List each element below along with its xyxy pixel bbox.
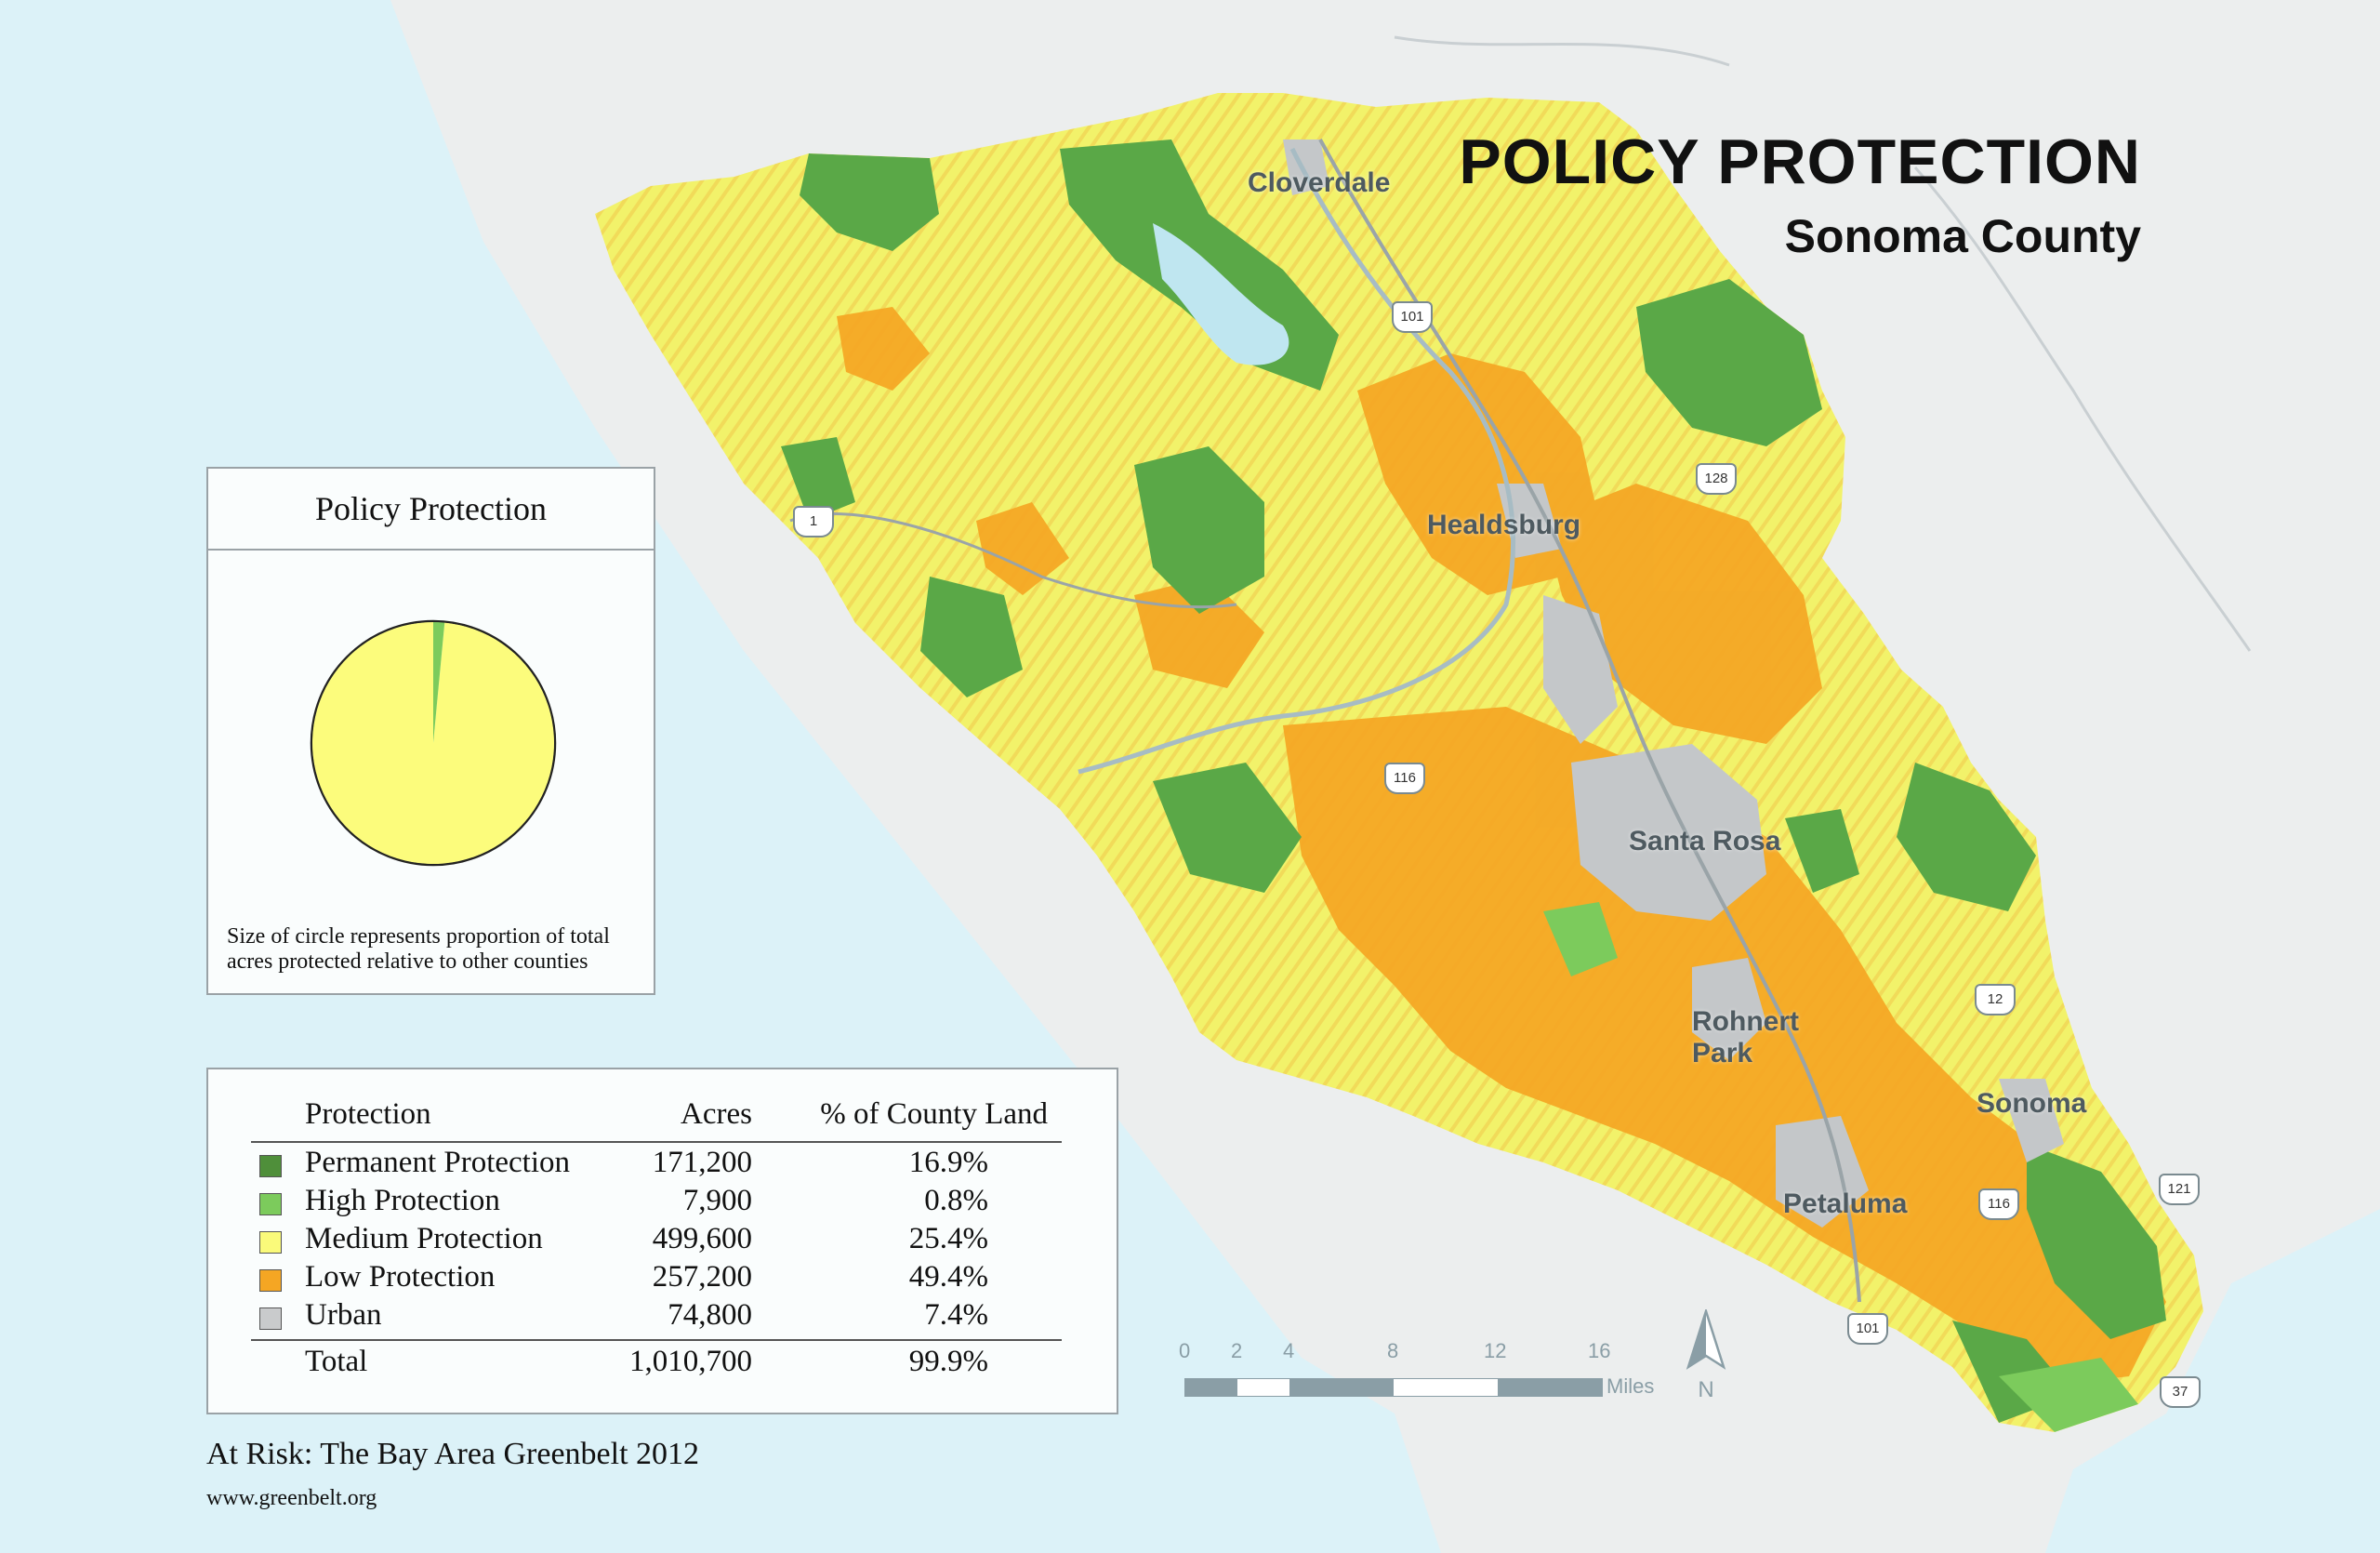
legend-total-acres: 1,010,700 (629, 1345, 752, 1378)
legend-row-acres: 74,800 (668, 1298, 752, 1332)
map-subtitle: Sonoma County (1784, 210, 2141, 262)
city-label-petaluma: Petaluma (1783, 1188, 1908, 1219)
legend-total-pct: 99.9% (908, 1345, 988, 1378)
legend-row-urban: Urban 74,800 7.4% (208, 1298, 1117, 1335)
city-label-cloverdale: Cloverdale (1248, 167, 1391, 198)
legend-header-rule (251, 1141, 1062, 1143)
legend-row-high: High Protection 7,900 0.8% (208, 1184, 1117, 1221)
pie-outline (310, 619, 557, 867)
legend-row-acres: 257,200 (652, 1260, 752, 1294)
scale-unit: Miles (1606, 1374, 1655, 1398)
legend-header-protection: Protection (305, 1097, 431, 1131)
legend-row-name: Permanent Protection (305, 1146, 571, 1179)
highway-shield-101-south: 101 (1847, 1313, 1888, 1345)
legend-row-name: Medium Protection (305, 1222, 543, 1255)
legend-header-pct: % of County Land (820, 1097, 1048, 1131)
city-label-sonoma: Sonoma (1977, 1088, 2087, 1119)
legend-row-medium: Medium Protection 499,600 25.4% (208, 1222, 1117, 1259)
scale-track (1184, 1378, 1603, 1397)
legend-row-pct: 16.9% (908, 1146, 988, 1179)
legend-row-acres: 499,600 (652, 1222, 752, 1255)
highway-shield-121: 121 (2159, 1174, 2200, 1205)
highway-shield-1: 1 (793, 506, 834, 538)
source-url: www.greenbelt.org (206, 1486, 377, 1510)
legend-row-pct: 0.8% (924, 1184, 988, 1217)
scale-bar: 0 2 4 8 12 16 Miles (1179, 1339, 1699, 1404)
pie-panel-title: Policy Protection (208, 469, 654, 551)
source-credit: At Risk: The Bay Area Greenbelt 2012 (206, 1437, 700, 1471)
city-label-rohnert-park: Rohnert Park (1692, 1006, 1799, 1069)
city-label-santa-rosa: Santa Rosa (1629, 826, 1781, 856)
legend-row-total: Total 1,010,700 99.9% (208, 1345, 1117, 1382)
highway-shield-116: 116 (1384, 763, 1425, 794)
city-label-healdsburg: Healdsburg (1427, 510, 1581, 540)
legend-swatch-urban (259, 1307, 282, 1330)
highway-shield-101: 101 (1392, 301, 1433, 333)
scale-label: 12 (1484, 1339, 1507, 1362)
legend-swatch-low (259, 1269, 282, 1292)
north-label: N (1698, 1377, 1713, 1402)
north-arrow-icon: N (1686, 1307, 1726, 1402)
legend-row-name: Urban (305, 1298, 382, 1332)
legend-row-low: Low Protection 257,200 49.4% (208, 1260, 1117, 1297)
highway-shield-128: 128 (1696, 463, 1737, 495)
legend-row-permanent: Permanent Protection 171,200 16.9% (208, 1146, 1117, 1183)
scale-label: 4 (1283, 1339, 1295, 1362)
legend-row-pct: 25.4% (908, 1222, 988, 1255)
scale-label: 8 (1387, 1339, 1399, 1362)
legend-total-name: Total (305, 1345, 368, 1378)
map-title: POLICY PROTECTION (1459, 126, 2141, 197)
scale-label: 16 (1588, 1339, 1611, 1362)
legend-table: Protection Acres % of County Land Perman… (206, 1068, 1118, 1414)
scale-label: 0 (1179, 1339, 1191, 1362)
highway-shield-37: 37 (2160, 1376, 2201, 1408)
legend-row-name: High Protection (305, 1184, 500, 1217)
legend-total-rule (251, 1339, 1062, 1341)
pie-slice-high-protection (433, 622, 445, 743)
pie-panel: Policy Protection Size of circle represe… (206, 467, 655, 995)
legend-swatch-permanent (259, 1155, 282, 1177)
pie-chart (310, 619, 557, 867)
legend-row-pct: 49.4% (908, 1260, 988, 1294)
legend-header-acres: Acres (681, 1097, 752, 1131)
highway-101 (1318, 139, 1861, 1303)
highway-shield-116-south: 116 (1978, 1188, 2019, 1220)
pie-caption: Size of circle represents proportion of … (227, 924, 610, 974)
legend-row-acres: 171,200 (652, 1146, 752, 1179)
legend-row-name: Low Protection (305, 1260, 496, 1294)
legend-row-acres: 7,900 (682, 1184, 752, 1217)
highway-shield-12: 12 (1975, 984, 2016, 1015)
legend-swatch-high (259, 1193, 282, 1215)
legend-swatch-medium (259, 1231, 282, 1254)
north-arrow: N (1683, 1307, 1729, 1402)
legend-row-pct: 7.4% (924, 1298, 988, 1332)
scale-label: 2 (1231, 1339, 1243, 1362)
lake-sonoma (1153, 223, 1289, 365)
bay-water (2045, 1209, 2380, 1553)
pie-slice-medium-protection (312, 622, 554, 864)
